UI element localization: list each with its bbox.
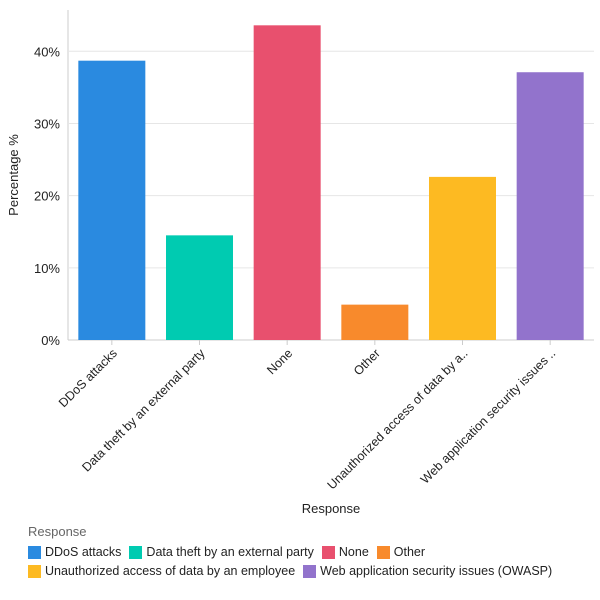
- x-tick-label: Other: [351, 346, 383, 378]
- legend-item[interactable]: Data theft by an external party: [129, 545, 314, 559]
- legend-item[interactable]: Other: [376, 545, 426, 559]
- bar: [253, 25, 321, 341]
- legend-label: None: [338, 545, 369, 559]
- legend-swatch: [28, 545, 41, 559]
- y-tick-label: 0%: [41, 333, 60, 348]
- bar: [78, 60, 146, 341]
- legend-title: Response: [28, 524, 87, 539]
- y-tick-label: 30%: [34, 116, 60, 131]
- x-axis-label: Response: [302, 501, 361, 516]
- legend-label: DDoS attacks: [45, 545, 122, 559]
- y-tick-label: 10%: [34, 261, 60, 276]
- bar: [166, 235, 233, 340]
- y-axis-label: Percentage %: [6, 134, 21, 216]
- x-tick-label: Unauthorized access of data by a..: [325, 346, 471, 492]
- y-tick-label: 40%: [34, 44, 60, 59]
- legend-item[interactable]: None: [321, 545, 369, 559]
- x-tick-label: DDoS attacks: [56, 346, 120, 410]
- legend-swatch: [28, 564, 41, 578]
- bar: [341, 304, 409, 340]
- legend-label: Unauthorized access of data by an employ…: [45, 564, 296, 578]
- legend-label: Web application security issues (OWASP): [320, 564, 553, 578]
- y-tick-label: 20%: [34, 189, 60, 204]
- legend: Response DDoS attacks Data theft by an ex…: [28, 524, 598, 578]
- x-tick-label: None: [264, 346, 295, 377]
- bar: [429, 176, 496, 340]
- legend-swatch: [376, 545, 390, 559]
- legend-item[interactable]: Unauthorized access of data by an employ…: [28, 564, 295, 578]
- legend-item[interactable]: DDoS attacks: [28, 545, 121, 559]
- legend-label: Other: [393, 545, 426, 559]
- legend-label: Data theft by an external party: [146, 545, 314, 559]
- legend-swatch: [303, 564, 317, 578]
- legend-swatch: [129, 545, 143, 559]
- legend-item[interactable]: Web application security issues (OWASP): [303, 564, 552, 578]
- bar: [516, 72, 584, 341]
- legend-swatch: [321, 545, 335, 559]
